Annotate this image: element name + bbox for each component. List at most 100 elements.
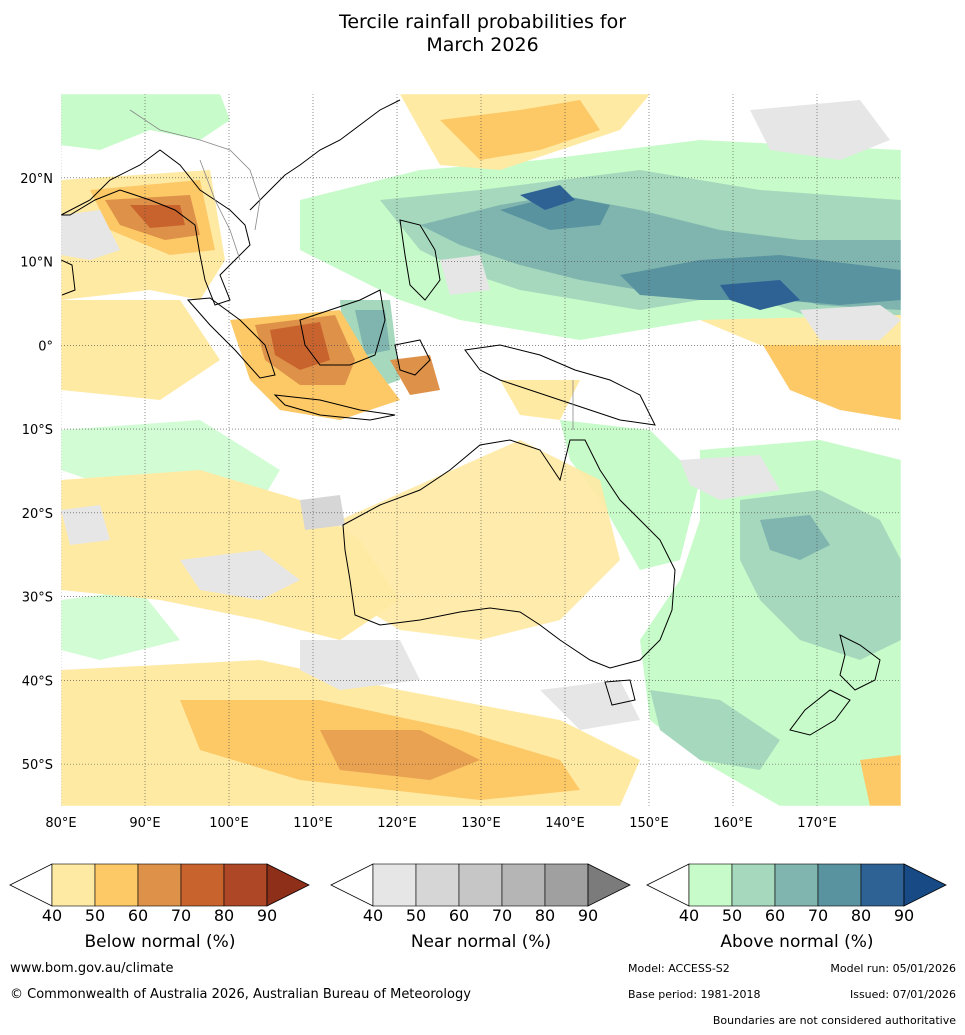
colorbar-under-arrow bbox=[9, 863, 53, 907]
near-normal-region bbox=[440, 255, 490, 295]
colorbar-tick-label: 40 bbox=[679, 906, 699, 925]
colorbar-tick-label: 70 bbox=[492, 906, 512, 925]
longitude-tick-label: 110°E bbox=[293, 816, 333, 831]
below-normal-region bbox=[440, 100, 600, 160]
nz-north-island-coastline bbox=[839, 634, 881, 691]
sri-lanka-coastline bbox=[61, 259, 76, 296]
above-normal-region bbox=[720, 280, 800, 310]
near-normal-region bbox=[180, 550, 300, 600]
near-normal-regions bbox=[61, 100, 901, 730]
new-guinea-coastline bbox=[464, 344, 656, 426]
above-normal-region bbox=[61, 94, 230, 150]
colorbar-tick-label: 40 bbox=[363, 906, 383, 925]
colorbar-tick-label: 40 bbox=[42, 906, 62, 925]
graticule bbox=[61, 94, 901, 806]
longitude-tick-label: 150°E bbox=[629, 816, 669, 831]
country-border bbox=[129, 109, 261, 231]
colorbar-tick-label: 50 bbox=[722, 906, 742, 925]
above-normal-region bbox=[520, 185, 575, 210]
australia-coastline bbox=[342, 439, 676, 669]
above-normal-region bbox=[61, 590, 180, 660]
latitude-tick-label: 0° bbox=[38, 339, 53, 354]
below-normal-region bbox=[130, 205, 185, 228]
china-coastline bbox=[249, 99, 401, 211]
colorbar-cell bbox=[817, 863, 862, 907]
colorbar-cell bbox=[544, 863, 589, 907]
latitude-tick-label: 20°S bbox=[22, 507, 53, 522]
near-normal-region bbox=[750, 100, 890, 160]
colorbar: 40 50 60 70 80 90 bbox=[9, 863, 310, 925]
map-frame bbox=[60, 93, 902, 807]
above-normal-region bbox=[355, 310, 390, 355]
longitude-tick-label: 100°E bbox=[209, 816, 249, 831]
coastlines bbox=[61, 99, 881, 736]
colorbar-cell bbox=[774, 863, 819, 907]
latitude-tick-label: 10°S bbox=[22, 423, 53, 438]
colorbar-cell bbox=[501, 863, 546, 907]
philippines-coastline bbox=[399, 219, 441, 301]
near-normal-region bbox=[800, 305, 901, 340]
below-normal-region bbox=[61, 300, 220, 400]
latitude-tick-label: 30°S bbox=[22, 591, 53, 606]
near-normal-region bbox=[61, 505, 110, 545]
colorbar-cell bbox=[180, 863, 225, 907]
longitude-tick-label: 130°E bbox=[461, 816, 501, 831]
colorbar-tick-label: 70 bbox=[808, 906, 828, 925]
colorbar-group: 40 50 60 70 80 90 40 50 60 70 80 90 40 50 60 70 80 90 bbox=[9, 863, 947, 925]
sulawesi-coastline bbox=[394, 339, 431, 376]
colorbar-cell bbox=[223, 863, 268, 907]
colorbar-tick-label: 80 bbox=[851, 906, 871, 925]
near-normal-colorbar-label: Near normal (%) bbox=[410, 932, 552, 952]
sumatra-coastline bbox=[186, 297, 276, 379]
boundaries-disclaimer: Boundaries are not considered authoritat… bbox=[712, 1014, 956, 1027]
colorbar-tick-label: 50 bbox=[85, 906, 105, 925]
issued-date: Issued: 07/01/2026 bbox=[849, 988, 956, 1001]
colorbar-under-arrow bbox=[646, 863, 690, 907]
latitude-tick-label: 50°S bbox=[22, 758, 53, 773]
colorbar-tick-label: 80 bbox=[214, 906, 234, 925]
colorbar-tick-label: 60 bbox=[765, 906, 785, 925]
below-normal-region bbox=[320, 730, 480, 780]
near-normal-region bbox=[61, 210, 120, 260]
longitude-labels: 80°E 90°E 100°E 110°E 120°E 130°E 140°E 150°E 16… bbox=[45, 816, 836, 831]
below-normal-colorbar-label: Below normal (%) bbox=[84, 932, 236, 952]
colorbar-cell bbox=[458, 863, 503, 907]
latitude-labels: 20°N 10°N 0° 10°S 20°S 30°S 40°S 50°S bbox=[20, 172, 53, 773]
website-link[interactable]: www.bom.gov.au/climate bbox=[10, 961, 174, 976]
above-normal-region bbox=[620, 255, 901, 305]
colorbar-tick-label: 90 bbox=[578, 906, 598, 925]
longitude-tick-label: 80°E bbox=[45, 816, 76, 831]
near-normal-region bbox=[300, 495, 345, 530]
colorbar-tick-label: 80 bbox=[535, 906, 555, 925]
longitude-tick-label: 170°E bbox=[797, 816, 837, 831]
copyright-text: © Commonwealth of Australia 2026, Austra… bbox=[10, 987, 471, 1002]
colorbar-tick-label: 60 bbox=[128, 906, 148, 925]
colorbar-cell bbox=[688, 863, 733, 907]
colorbar-over-arrow bbox=[587, 863, 631, 907]
colorbar-over-arrow bbox=[903, 863, 947, 907]
longitude-tick-label: 120°E bbox=[377, 816, 417, 831]
above-normal-region bbox=[760, 515, 830, 560]
tasmania-coastline bbox=[604, 679, 636, 706]
longitude-tick-label: 160°E bbox=[713, 816, 753, 831]
mainland-asia-coastline bbox=[61, 149, 251, 306]
longitude-tick-label: 90°E bbox=[129, 816, 160, 831]
above-normal-region bbox=[560, 420, 700, 570]
colorbar-cell bbox=[137, 863, 182, 907]
colorbar-cell bbox=[860, 863, 905, 907]
country-border bbox=[199, 159, 241, 261]
colorbar-cell bbox=[731, 863, 776, 907]
colorbar-cell bbox=[372, 863, 417, 907]
colorbar-tick-label: 60 bbox=[449, 906, 469, 925]
latitude-tick-label: 10°N bbox=[20, 256, 53, 271]
latitude-tick-label: 20°N bbox=[20, 172, 53, 187]
near-normal-region bbox=[680, 455, 780, 500]
above-normal-region bbox=[500, 195, 610, 230]
below-normal-region bbox=[500, 380, 580, 420]
model-name: Model: ACCESS-S2 bbox=[628, 962, 730, 975]
colorbar-cell bbox=[415, 863, 460, 907]
colorbar-under-arrow bbox=[330, 863, 374, 907]
below-normal-regions bbox=[61, 94, 901, 806]
colorbar-tick-label: 70 bbox=[171, 906, 191, 925]
